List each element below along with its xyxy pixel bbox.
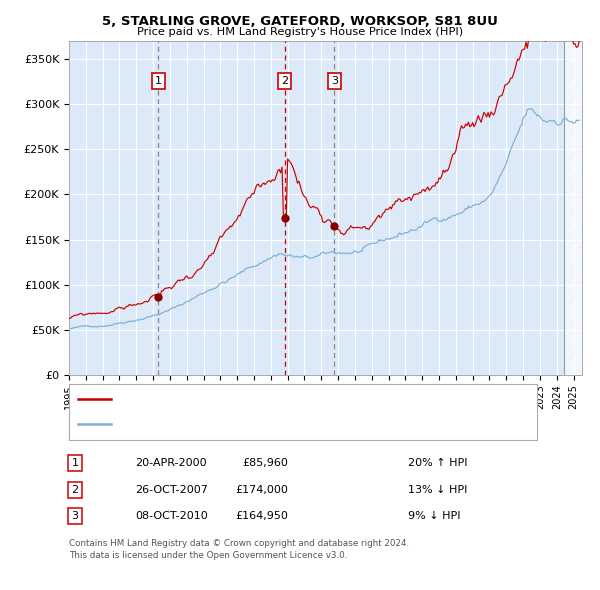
Bar bbox=[564, 41, 582, 375]
Text: 26-OCT-2007: 26-OCT-2007 bbox=[135, 485, 208, 494]
Text: 1: 1 bbox=[71, 458, 79, 468]
Text: 2: 2 bbox=[281, 76, 288, 86]
Text: 08-OCT-2010: 08-OCT-2010 bbox=[135, 512, 208, 521]
Text: 2: 2 bbox=[71, 485, 79, 494]
Text: 13% ↓ HPI: 13% ↓ HPI bbox=[408, 485, 467, 494]
Text: £164,950: £164,950 bbox=[235, 512, 288, 521]
Text: £174,000: £174,000 bbox=[235, 485, 288, 494]
Text: 20% ↑ HPI: 20% ↑ HPI bbox=[408, 458, 467, 468]
Text: £85,960: £85,960 bbox=[242, 458, 288, 468]
Text: 5, STARLING GROVE, GATEFORD, WORKSOP, S81 8UU: 5, STARLING GROVE, GATEFORD, WORKSOP, S8… bbox=[102, 15, 498, 28]
Text: 20-APR-2000: 20-APR-2000 bbox=[135, 458, 206, 468]
Text: 5, STARLING GROVE, GATEFORD, WORKSOP, S81 8UU (detached house): 5, STARLING GROVE, GATEFORD, WORKSOP, S8… bbox=[117, 394, 491, 404]
Text: Contains HM Land Registry data © Crown copyright and database right 2024.: Contains HM Land Registry data © Crown c… bbox=[69, 539, 409, 548]
Text: 3: 3 bbox=[71, 512, 79, 521]
Text: 1: 1 bbox=[155, 76, 162, 86]
Text: 3: 3 bbox=[331, 76, 338, 86]
Text: HPI: Average price, detached house, Bassetlaw: HPI: Average price, detached house, Bass… bbox=[117, 419, 363, 429]
Text: This data is licensed under the Open Government Licence v3.0.: This data is licensed under the Open Gov… bbox=[69, 552, 347, 560]
Text: Price paid vs. HM Land Registry's House Price Index (HPI): Price paid vs. HM Land Registry's House … bbox=[137, 27, 463, 37]
Text: 9% ↓ HPI: 9% ↓ HPI bbox=[408, 512, 461, 521]
